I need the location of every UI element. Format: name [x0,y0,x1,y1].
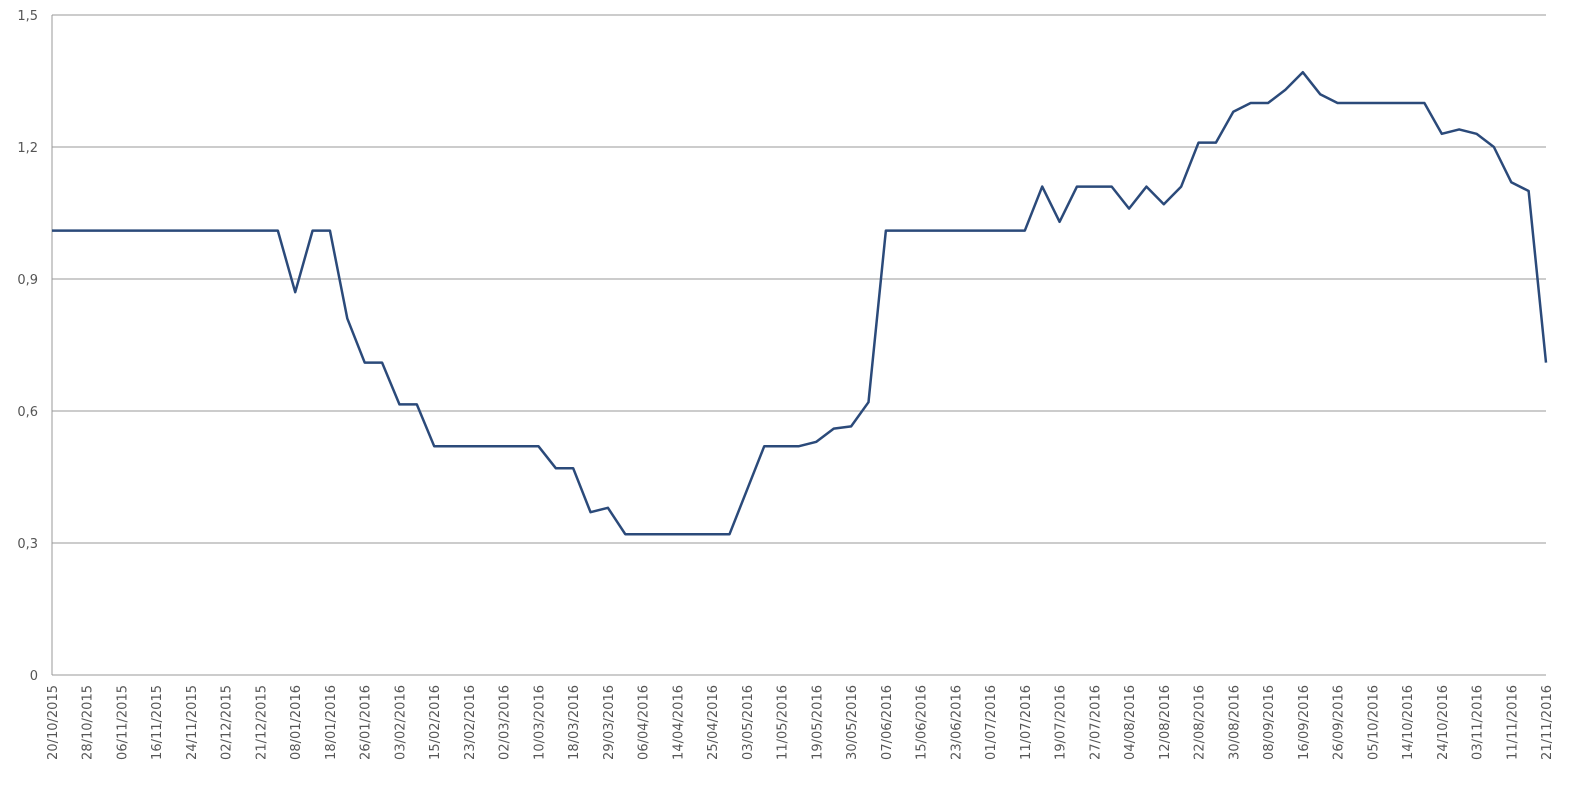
x-tick-label: 24/10/2016 [1436,685,1451,760]
y-tick-label: 0,9 [17,273,38,288]
y-tick-label: 1,2 [17,141,38,156]
x-tick-label: 08/01/2016 [289,685,304,760]
x-tick-label: 21/12/2015 [254,685,269,760]
x-tick-label: 18/01/2016 [324,685,339,760]
x-tick-label: 02/03/2016 [498,685,513,760]
x-tick-label: 11/07/2016 [1019,685,1034,760]
x-tick-label: 02/12/2015 [220,685,235,760]
x-tick-label: 19/07/2016 [1054,685,1069,760]
x-tick-label: 19/05/2016 [810,685,825,760]
x-tick-label: 23/02/2016 [463,685,478,760]
x-tick-label: 03/05/2016 [741,685,756,760]
x-tick-label: 06/11/2015 [115,685,130,760]
y-tick-label: 1,5 [17,9,38,24]
y-tick-label: 0 [30,669,38,684]
x-tick-label: 28/10/2015 [81,685,96,760]
y-tick-label: 0,3 [17,537,38,552]
x-tick-label: 05/10/2016 [1366,685,1381,760]
x-tick-label: 03/11/2016 [1471,685,1486,760]
x-tick-label: 12/08/2016 [1158,685,1173,760]
x-tick-label: 20/10/2015 [46,685,61,760]
x-tick-label: 15/02/2016 [428,685,443,760]
x-tick-label: 14/04/2016 [671,685,686,760]
x-tick-label: 26/09/2016 [1332,685,1347,760]
x-tick-label: 29/03/2016 [602,685,617,760]
y-tick-label: 0,6 [17,405,38,420]
x-tick-label: 10/03/2016 [532,685,547,760]
x-tick-label: 15/06/2016 [915,685,930,760]
x-tick-label: 22/08/2016 [1193,685,1208,760]
x-tick-label: 23/06/2016 [949,685,964,760]
x-tick-label: 30/08/2016 [1227,685,1242,760]
x-tick-label: 16/11/2015 [150,685,165,760]
x-tick-label: 24/11/2015 [185,685,200,760]
x-tick-label: 11/11/2016 [1505,685,1520,760]
x-tick-label: 16/09/2016 [1297,685,1312,760]
x-tick-label: 27/07/2016 [1088,685,1103,760]
x-tick-label: 06/04/2016 [637,685,652,760]
x-tick-label: 01/07/2016 [984,685,999,760]
x-tick-label: 26/01/2016 [359,685,374,760]
x-tick-label: 08/09/2016 [1262,685,1277,760]
x-tick-label: 18/03/2016 [567,685,582,760]
data-line [52,70,1548,536]
x-tick-label: 14/10/2016 [1401,685,1416,760]
x-tick-label: 07/06/2016 [880,685,895,760]
x-tick-label: 11/05/2016 [776,685,791,760]
x-tick-label: 21/11/2016 [1540,685,1555,760]
x-tick-label: 03/02/2016 [393,685,408,760]
x-tick-label: 04/08/2016 [1123,685,1138,760]
x-tick-label: 30/05/2016 [845,685,860,760]
x-tick-label: 25/04/2016 [706,685,721,760]
